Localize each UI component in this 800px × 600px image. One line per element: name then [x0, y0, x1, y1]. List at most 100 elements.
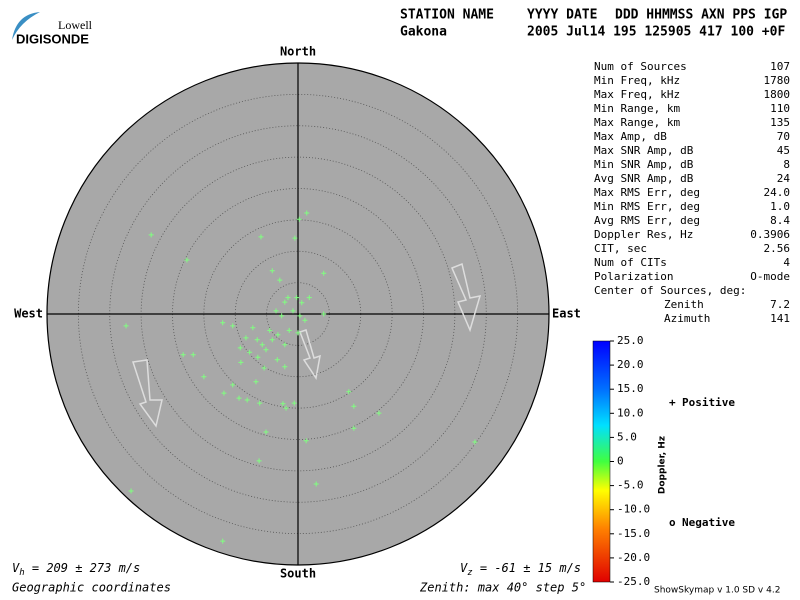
logo-text: DIGISONDE: [16, 31, 89, 46]
source-point: [277, 277, 283, 283]
stat-label: Min Range, km: [594, 102, 680, 115]
colorbar-axis: 25.0 20.0 15.0 10.0 5.0 0 -5.0 -10.0 -15.0 -20.0 -…: [610, 334, 650, 588]
logo-text: Lowell: [58, 18, 93, 32]
source-point: [303, 438, 309, 444]
source-point: [269, 268, 275, 274]
source-point: [244, 397, 250, 403]
source-point: [283, 405, 289, 411]
source-point: [257, 400, 263, 406]
stat-label: Avg RMS Err, deg: [594, 214, 700, 227]
version: ShowSkymap v 1.0 SD v 4.2: [654, 586, 780, 596]
direction-label: East: [552, 307, 581, 321]
source-point: [220, 538, 226, 544]
source-point: [259, 342, 265, 348]
stat-value: 141: [770, 312, 790, 325]
source-point: [294, 295, 300, 301]
colorbar-tick-label: 20.0: [617, 358, 644, 371]
stat-label: Min Freq, kHz: [594, 74, 680, 87]
stat-label: Min SNR Amp, dB: [594, 158, 694, 171]
legend-label: Positive: [682, 396, 735, 409]
source-point: [236, 395, 242, 401]
colorbar-tick-label: 25.0: [617, 334, 644, 347]
stat-value: 1.0: [770, 200, 790, 213]
value: = 209 ± 273 m/s: [25, 561, 141, 575]
legend-symbol: o: [669, 516, 676, 529]
value: = -61 ± 15 m/s: [473, 561, 581, 575]
source-point: [321, 311, 327, 317]
source-point: [321, 270, 327, 276]
vertical-velocity: Vz = -61 ± 15 m/s: [460, 561, 581, 578]
legend-symbol: +: [669, 396, 676, 409]
stat-label: Max RMS Err, deg: [594, 186, 700, 199]
source-point: [230, 382, 236, 388]
colorbar: [592, 340, 611, 583]
source-point: [351, 425, 357, 431]
stat-label: Min RMS Err, deg: [594, 200, 700, 213]
stat-value: 107: [770, 60, 790, 73]
source-point: [282, 342, 288, 348]
colorbar-tick-label: -5.0: [617, 479, 644, 492]
symbol: V: [12, 561, 20, 575]
stat-value: 135: [770, 116, 790, 129]
subscript: h: [19, 568, 24, 578]
source-point: [201, 374, 207, 380]
source-point: [279, 313, 285, 319]
legend-label: Negative: [682, 516, 735, 529]
source-point: [269, 337, 275, 343]
source-point: [258, 234, 264, 240]
stat-value: 110: [770, 102, 790, 115]
source-point: [472, 439, 478, 445]
colorbar-tick-label: -10.0: [617, 503, 650, 516]
source-point: [148, 232, 154, 238]
logo: Lowell DIGISONDE: [12, 12, 93, 46]
direction-label: North: [280, 45, 316, 59]
source-point: [221, 390, 227, 396]
stat-value: 24: [777, 172, 791, 185]
source-point: [282, 299, 288, 305]
stat-value: O-mode: [750, 270, 790, 283]
colorbar-tick-label: 5.0: [617, 430, 637, 443]
source-point: [290, 308, 296, 314]
source-point: [267, 327, 273, 333]
drift-arrows: [132, 262, 482, 428]
colorbar-label: Doppler, Hz: [658, 436, 668, 494]
source-point: [180, 352, 186, 358]
source-point: [255, 354, 261, 360]
stat-label: Polarization: [594, 270, 673, 283]
stat-value: 45: [777, 144, 790, 157]
source-point: [376, 410, 382, 416]
source-point: [230, 323, 236, 329]
colorbar-tick-label: -15.0: [617, 527, 650, 540]
source-point: [285, 295, 291, 301]
stat-label: Avg SNR Amp, dB: [594, 172, 694, 185]
arrow: [451, 262, 482, 333]
coordinates-note: Geographic coordinates: [12, 581, 171, 595]
source-point: [273, 308, 279, 314]
header-label: DDD HHMMSS AXN PPS IGP: [615, 8, 787, 23]
source-point: [351, 403, 357, 409]
source-point: [238, 359, 244, 365]
stat-value: 8.4: [770, 214, 790, 227]
stat-value: 70: [777, 130, 790, 143]
source-point: [306, 295, 312, 301]
legend: + Positive o Negative: [669, 396, 735, 529]
arrow: [132, 359, 163, 428]
source-point: [274, 357, 280, 363]
colorbar-tick-label: 0: [617, 455, 624, 468]
source-point: [295, 330, 301, 336]
logo-swoosh: [12, 12, 40, 40]
source-point: [123, 323, 129, 329]
source-point: [275, 332, 281, 338]
source-point: [302, 317, 308, 323]
stats-table: Num of Sources 107 Min Freq, kHz 1780 Max Fr…: [594, 60, 790, 325]
source-point: [292, 235, 298, 241]
stat-value: 0.3906: [750, 228, 790, 241]
header-label: STATION NAME: [400, 8, 494, 23]
stat-label: Max Freq, kHz: [594, 88, 680, 101]
source-point: [254, 337, 260, 343]
source-point: [313, 481, 319, 487]
subscript: z: [467, 568, 472, 578]
stat-heading: Center of Sources, deg:: [594, 284, 746, 297]
source-point: [184, 257, 190, 263]
direction-label: West: [14, 307, 43, 321]
